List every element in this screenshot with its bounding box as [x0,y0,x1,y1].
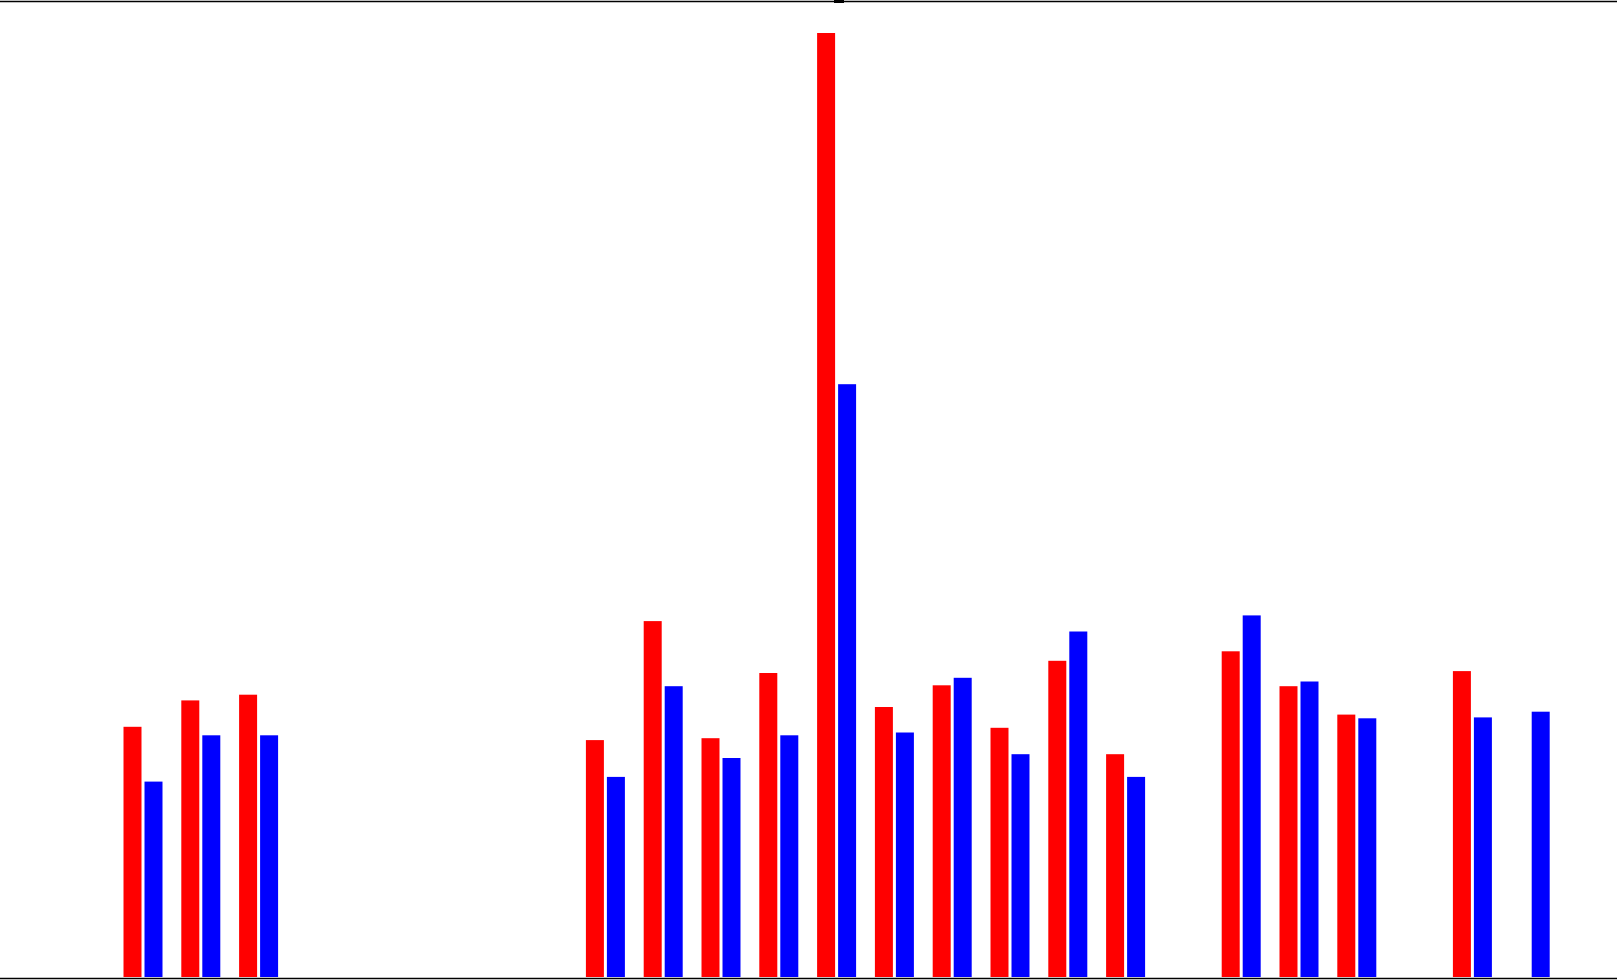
bar-series0-x24 [1452,671,1471,977]
bar-series0-x9 [585,740,604,977]
bar-series1-x3 [260,735,279,977]
bar-series0-x16 [990,727,1009,977]
bar-series0-x13 [817,33,836,977]
bar-series0-x3 [239,694,258,977]
bar-series1-x9 [606,776,625,977]
title-mark-partial [834,0,844,3]
bar-series0-x11 [701,738,720,977]
bar-series0-x14 [874,707,893,977]
bar-series0-x22 [1337,714,1356,977]
bar-series1-x2 [202,735,221,977]
bar-series0-x21 [1279,686,1298,977]
bars-group [123,33,1550,977]
bar-series1-x21 [1300,681,1319,977]
bar-series1-x15 [953,677,972,977]
bar-series0-x18 [1106,754,1125,977]
bar-series1-x16 [1011,754,1030,977]
bar-series1-x25 [1531,711,1550,977]
bar-series1-x11 [722,758,741,977]
bar-series1-x20 [1242,615,1261,977]
bar-series0-x20 [1221,651,1240,977]
bar-series0-x2 [181,700,200,977]
bar-series0-x10 [643,621,662,977]
bar-series1-x14 [895,732,914,977]
bar-series1-x17 [1069,631,1088,977]
bar-series1-x22 [1358,718,1377,977]
bar-series1-x10 [664,686,683,977]
bar-series0-x1 [123,726,142,977]
bar-series1-x24 [1473,717,1492,977]
bar-series1-x13 [838,384,857,977]
bar-series0-x15 [932,685,951,977]
bar-series1-x1 [144,781,163,977]
bar-series0-x12 [759,673,778,977]
bar-series1-x18 [1127,776,1146,977]
bar-series0-x17 [1048,660,1067,977]
bar-series1-x12 [780,735,799,977]
